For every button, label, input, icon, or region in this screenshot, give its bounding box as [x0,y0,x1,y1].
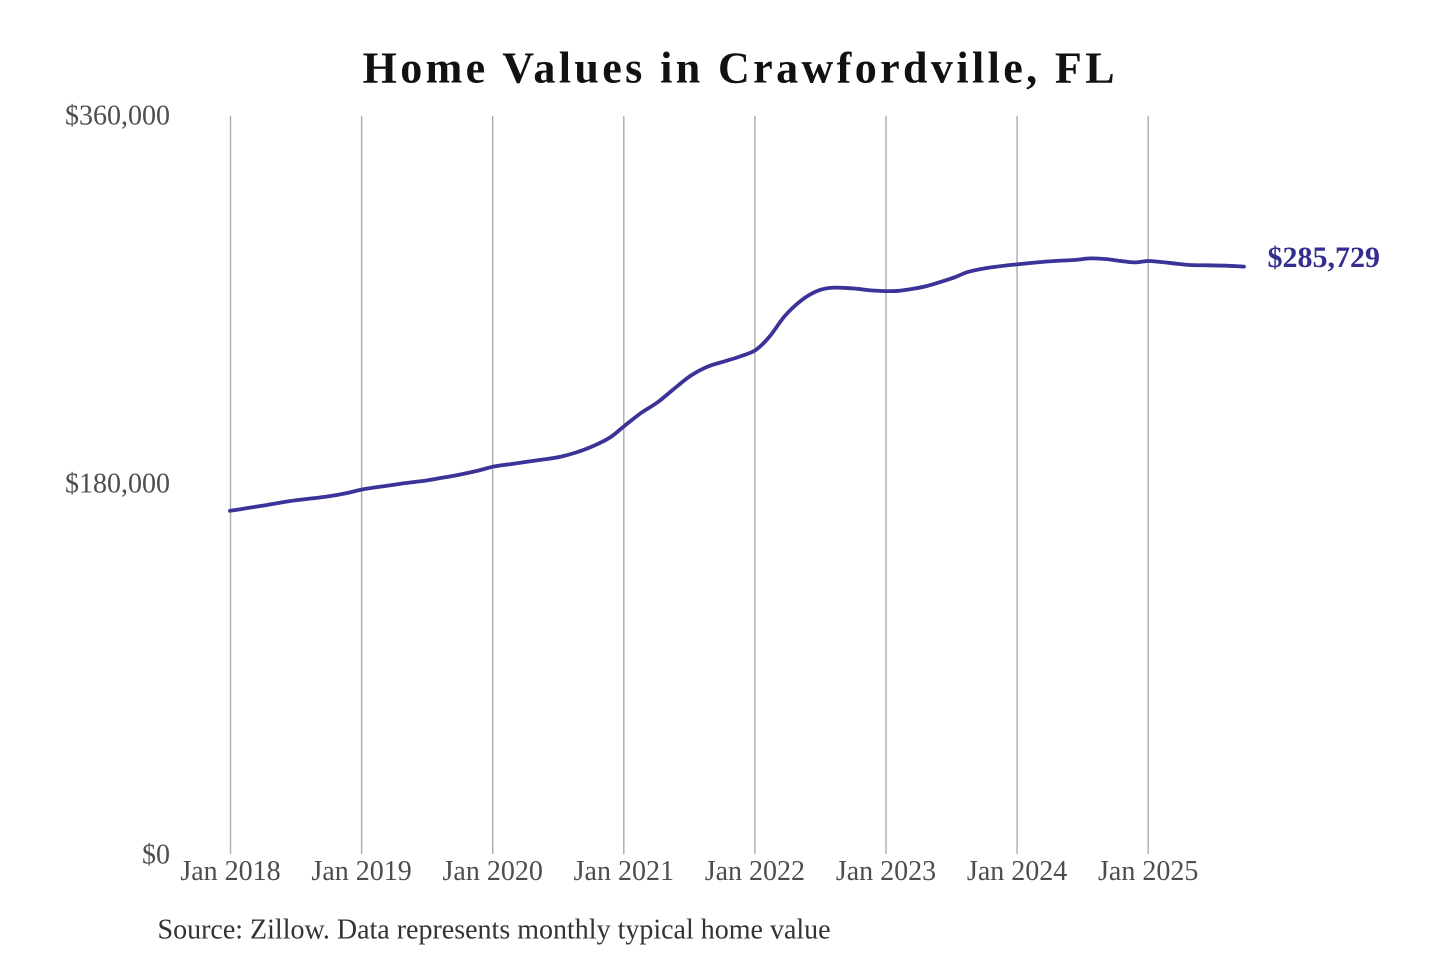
svg-text:Jan 2021: Jan 2021 [574,856,674,887]
svg-text:Jan 2019: Jan 2019 [311,856,411,887]
svg-text:Jan 2023: Jan 2023 [836,856,936,887]
svg-text:Jan 2025: Jan 2025 [1098,856,1198,887]
svg-text:$360,000: $360,000 [65,100,170,131]
svg-text:$180,000: $180,000 [65,468,170,499]
svg-text:Jan 2022: Jan 2022 [705,856,805,887]
svg-text:$0: $0 [142,840,170,871]
svg-text:Home Values in Crawfordville,: Home Values in Crawfordville, FL [363,43,1118,92]
svg-text:Jan 2024: Jan 2024 [967,856,1067,887]
svg-text:Jan 2020: Jan 2020 [443,856,543,887]
svg-text:Jan 2018: Jan 2018 [180,856,280,887]
svg-text:$285,729: $285,729 [1268,241,1381,274]
svg-text:Source: Zillow. Data represent: Source: Zillow. Data represents monthly … [158,914,831,945]
